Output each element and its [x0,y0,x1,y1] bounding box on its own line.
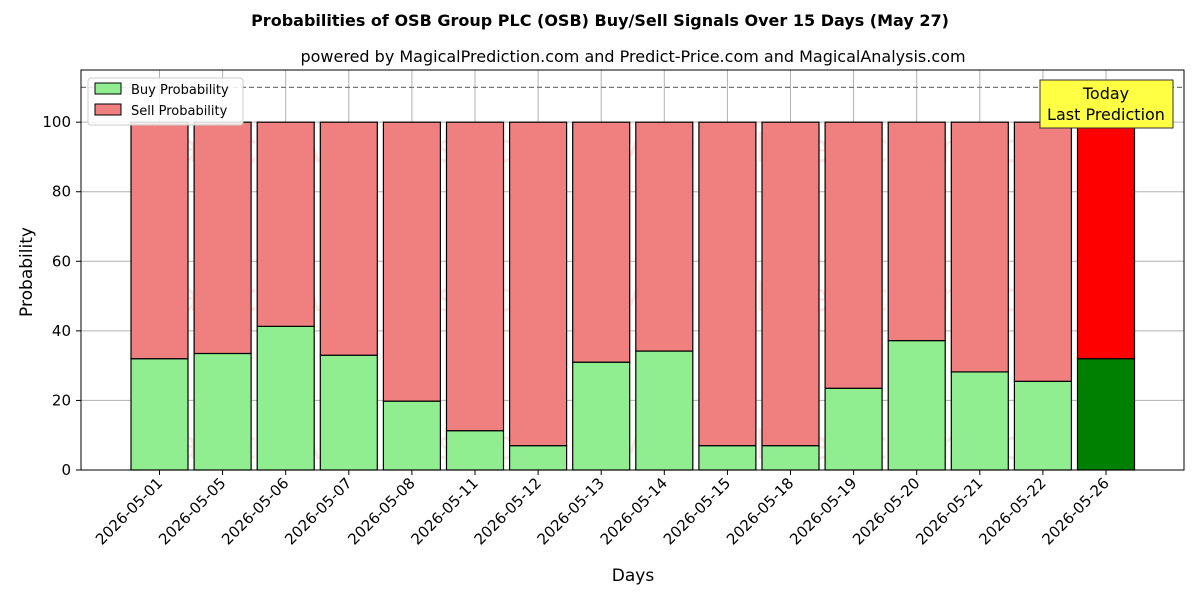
sell-bar [950,121,1009,373]
buy-bar [572,361,631,471]
x-axis-label: Days [612,566,655,586]
x-tick-label: 2026-05-11 [407,474,481,548]
buy-bar [319,354,378,471]
sell-bar [509,121,568,447]
x-tick-label: 2026-05-20 [849,474,923,548]
x-tick-label: 2026-05-13 [534,474,608,548]
sell-bar [887,121,946,342]
x-tick-label: 2026-05-14 [597,474,671,548]
sell-bar [256,121,315,327]
x-tick-label: 2026-05-06 [218,474,292,548]
legend-swatch-sell [94,103,122,116]
y-tick-label: 80 [52,183,71,201]
buy-bar [698,445,757,471]
today-annotation: Today Last Prediction [1039,79,1174,129]
annotation-box [1039,79,1174,129]
legend-label-buy: Buy Probability [131,83,229,98]
sell-bar [319,121,378,356]
buy-bar [382,400,441,471]
x-tick-label: 2026-05-18 [723,474,797,548]
sell-bar [1013,121,1073,382]
buy-bar [256,325,315,471]
y-tick-label: 0 [61,461,71,479]
chart-title: Probabilities of OSB Group PLC (OSB) Buy… [251,11,949,30]
x-tick-label: 2026-05-07 [281,474,355,548]
y-tick-label: 20 [52,391,71,409]
legend-label-sell: Sell Probability [131,104,228,119]
y-tick-label: 100 [42,113,71,131]
annotation-line-today: Today [1082,84,1129,103]
axes-frame [80,69,1185,471]
x-tick-label: 2026-05-19 [786,474,860,548]
sell-bar [382,121,441,402]
sell-bar [193,121,252,355]
buy-bar [887,340,946,471]
chart-subtitle: powered by MagicalPrediction.com and Pre… [300,47,965,66]
y-tick-label: 60 [52,252,71,270]
sell-bar [824,121,883,389]
buy-bar [509,445,568,471]
x-tick-label: 2026-05-12 [471,474,545,548]
x-tick-label: 2026-05-22 [975,474,1049,548]
buy-bar [1076,358,1136,471]
sell-bar [130,121,189,360]
legend: Buy Probability Sell Probability [87,77,244,126]
buy-bar [193,352,252,471]
buy-bar [950,371,1009,471]
buy-bar [445,430,505,471]
sell-bar [635,121,694,352]
buy-bar [1013,380,1073,471]
x-tick-label: 2026-05-01 [92,474,166,548]
sell-bar [1076,121,1136,360]
sell-bar [445,121,505,432]
y-axis-label: Probability [17,227,37,317]
y-tick-label: 40 [52,322,71,340]
sell-bar [698,121,757,447]
sell-bar [761,121,820,447]
plot-area: 020406080100MagicalAnalysis.comMagicalPr… [42,69,1185,548]
sell-bar [572,121,631,363]
buy-bar [761,445,820,471]
buy-bar [635,350,694,471]
buy-bar [130,358,189,471]
legend-swatch-buy [94,82,122,95]
x-tick-label: 2026-05-21 [912,474,986,548]
annotation-line-last-prediction: Last Prediction [1047,105,1165,124]
x-tick-label: 2026-05-08 [344,474,418,548]
buy-bar [824,387,883,471]
x-tick-label: 2026-05-26 [1038,474,1112,548]
legend-box [87,77,244,126]
x-tick-label: 2026-05-15 [660,474,734,548]
x-tick-label: 2026-05-05 [155,474,229,548]
